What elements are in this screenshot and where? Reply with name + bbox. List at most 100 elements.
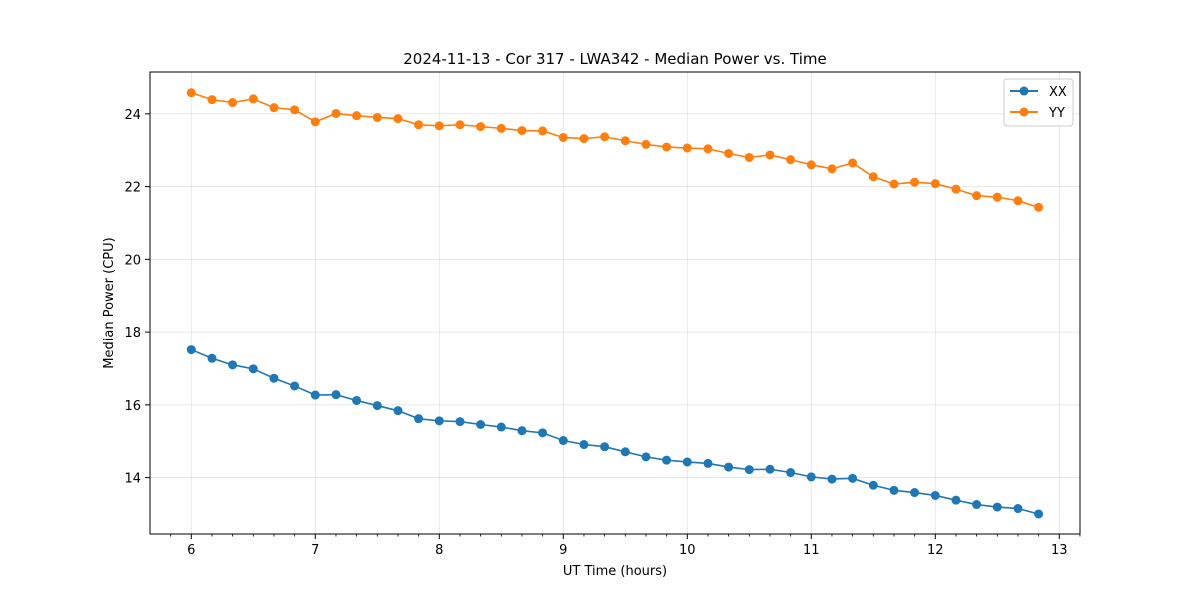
- data-point-yy: [496, 123, 506, 133]
- plot-frame: [149, 71, 1081, 535]
- data-point-yy: [641, 139, 651, 149]
- chart-title: 2024-11-13 - Cor 317 - LWA342 - Median P…: [403, 50, 827, 68]
- data-point-yy: [703, 144, 713, 154]
- x-tick-label: 13: [1051, 543, 1068, 558]
- series-yy: [186, 88, 1044, 212]
- data-point-xx: [496, 422, 506, 432]
- x-tick-label: 7: [311, 543, 319, 558]
- data-point-yy: [393, 114, 403, 124]
- data-point-yy: [1034, 202, 1044, 212]
- data-point-yy: [786, 155, 796, 165]
- data-point-xx: [310, 390, 320, 400]
- x-tick-label: 6: [187, 543, 195, 558]
- data-point-xx: [476, 420, 486, 430]
- legend-marker-yy: [1019, 107, 1029, 117]
- y-tick-label: 18: [124, 326, 141, 341]
- data-point-xx: [290, 381, 300, 391]
- y-axis-label: Median Power (CPU): [102, 237, 117, 368]
- data-point-xx: [1034, 509, 1044, 519]
- legend-label-yy: YY: [1048, 106, 1065, 121]
- data-point-xx: [372, 401, 382, 411]
- data-point-yy: [248, 94, 258, 104]
- data-point-yy: [558, 132, 568, 142]
- data-point-yy: [290, 105, 300, 115]
- data-point-xx: [806, 472, 816, 482]
- series-layer: [186, 88, 1044, 519]
- data-point-xx: [641, 452, 651, 462]
- grid: [150, 72, 1080, 534]
- data-point-xx: [682, 457, 692, 467]
- data-point-xx: [455, 417, 465, 427]
- data-point-yy: [724, 148, 734, 158]
- data-point-xx: [558, 436, 568, 446]
- x-tick-label: 9: [559, 543, 567, 558]
- data-point-yy: [310, 117, 320, 127]
- data-point-xx: [352, 395, 362, 405]
- data-point-xx: [703, 458, 713, 468]
- data-point-xx: [951, 495, 961, 505]
- data-point-yy: [538, 126, 548, 136]
- data-point-xx: [269, 373, 279, 383]
- x-tick-label: 8: [435, 543, 443, 558]
- data-point-xx: [248, 364, 258, 374]
- data-point-yy: [331, 108, 341, 118]
- data-point-xx: [207, 353, 217, 363]
- x-tick-label: 10: [679, 543, 696, 558]
- data-point-yy: [889, 179, 899, 189]
- data-point-xx: [228, 360, 238, 370]
- data-point-xx: [930, 490, 940, 500]
- data-point-yy: [269, 103, 279, 113]
- legend: XX YY: [1003, 78, 1074, 127]
- data-point-yy: [620, 136, 630, 146]
- data-point-yy: [848, 158, 858, 168]
- series-xx: [186, 345, 1044, 519]
- data-point-yy: [972, 191, 982, 201]
- data-point-yy: [1013, 196, 1023, 206]
- x-axis-label: UT Time (hours): [563, 564, 667, 579]
- data-point-yy: [930, 179, 940, 189]
- data-point-xx: [889, 485, 899, 495]
- data-point-xx: [600, 442, 610, 452]
- data-point-yy: [827, 164, 837, 174]
- y-tick-label: 16: [124, 399, 141, 414]
- data-point-yy: [765, 150, 775, 160]
- data-point-yy: [476, 122, 486, 132]
- data-point-xx: [724, 462, 734, 472]
- x-tick-label: 11: [803, 543, 820, 558]
- data-point-yy: [910, 177, 920, 187]
- data-point-xx: [517, 426, 527, 436]
- data-point-xx: [992, 502, 1002, 512]
- data-point-xx: [434, 416, 444, 426]
- data-point-xx: [393, 406, 403, 416]
- data-point-yy: [352, 111, 362, 121]
- legend-label-xx: XX: [1049, 85, 1067, 100]
- data-point-yy: [207, 95, 217, 105]
- data-point-yy: [806, 160, 816, 170]
- data-point-yy: [682, 143, 692, 153]
- data-point-xx: [331, 390, 341, 400]
- data-point-yy: [744, 152, 754, 162]
- data-point-yy: [228, 98, 238, 108]
- data-point-yy: [455, 120, 465, 130]
- x-tick-label: 12: [927, 543, 944, 558]
- data-point-xx: [910, 488, 920, 498]
- data-point-xx: [579, 440, 589, 450]
- data-point-xx: [786, 468, 796, 478]
- data-point-xx: [1013, 504, 1023, 514]
- data-point-yy: [600, 132, 610, 142]
- data-point-xx: [620, 447, 630, 457]
- axis-ticks: 6 7 8 9 10 11 12 13 14 16 18 20 22 24: [124, 108, 1081, 558]
- data-point-yy: [662, 142, 672, 152]
- data-point-yy: [992, 192, 1002, 202]
- data-point-xx: [972, 500, 982, 510]
- data-point-yy: [951, 184, 961, 194]
- legend-marker-xx: [1019, 86, 1029, 96]
- data-point-xx: [538, 428, 548, 438]
- data-point-xx: [827, 474, 837, 484]
- data-point-yy: [434, 121, 444, 131]
- y-tick-label: 14: [124, 472, 141, 487]
- data-point-yy: [517, 126, 527, 136]
